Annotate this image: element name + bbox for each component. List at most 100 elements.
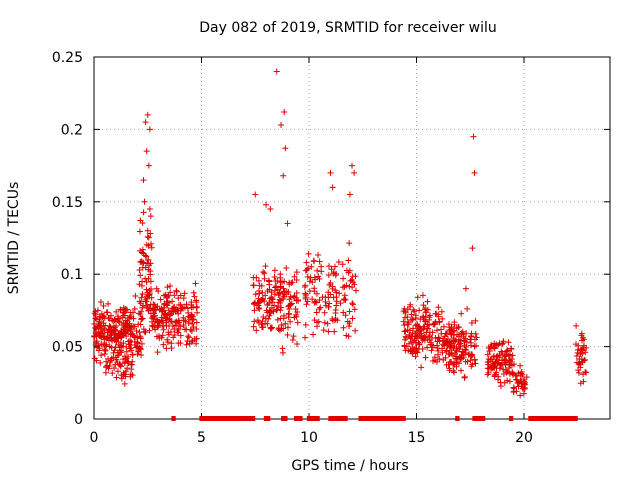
data-point — [583, 369, 590, 376]
data-point — [420, 313, 427, 320]
data-point — [513, 372, 520, 379]
data-point — [283, 265, 290, 272]
data-point — [177, 340, 184, 347]
zero-value-segment — [171, 416, 176, 421]
data-point — [177, 332, 184, 339]
data-point — [116, 349, 123, 356]
data-point — [316, 296, 323, 303]
data-point — [280, 315, 287, 322]
data-point — [256, 299, 263, 306]
data-point — [471, 343, 478, 350]
x-tick-label: 10 — [300, 430, 318, 446]
data-point — [168, 318, 175, 325]
data-point — [185, 313, 192, 320]
data-point — [464, 358, 471, 365]
data-point — [330, 294, 337, 301]
data-point — [267, 308, 274, 315]
data-point — [162, 310, 169, 317]
data-point — [96, 318, 103, 325]
data-point — [98, 352, 105, 359]
data-point — [289, 279, 296, 286]
data-point — [181, 290, 188, 297]
x-tick-label: 20 — [515, 430, 533, 446]
data-point — [422, 354, 429, 361]
data-point — [190, 316, 197, 323]
data-point — [162, 291, 169, 298]
y-tick-label: 0 — [74, 412, 83, 428]
data-point — [276, 296, 283, 303]
data-point — [416, 307, 423, 314]
data-point — [471, 169, 478, 176]
data-point — [311, 317, 318, 324]
data-point — [517, 362, 524, 369]
data-point — [115, 318, 122, 325]
data-point — [311, 274, 318, 281]
zero-value-segment — [508, 416, 514, 421]
data-point — [260, 268, 267, 275]
data-point — [332, 287, 339, 294]
data-point — [435, 304, 442, 311]
data-point — [495, 342, 502, 349]
data-point — [435, 334, 442, 341]
data-point — [136, 228, 143, 235]
data-point — [144, 111, 151, 118]
data-point — [510, 388, 517, 395]
data-point — [345, 269, 352, 276]
data-point — [138, 258, 145, 265]
data-point — [290, 333, 297, 340]
data-point — [180, 295, 187, 302]
data-point — [446, 367, 453, 374]
data-point — [415, 324, 422, 331]
data-point — [404, 319, 411, 326]
data-point — [265, 277, 272, 284]
data-point — [123, 333, 130, 340]
data-point — [280, 285, 287, 292]
data-point — [138, 249, 145, 256]
data-point — [101, 314, 108, 321]
data-point — [267, 206, 274, 213]
data-point — [102, 347, 109, 354]
data-point — [142, 252, 149, 259]
data-point — [494, 359, 501, 366]
data-point — [123, 306, 130, 313]
data-point — [493, 353, 500, 360]
data-point — [302, 282, 309, 289]
data-point — [432, 310, 439, 317]
data-point — [146, 126, 153, 133]
data-point — [451, 319, 458, 326]
data-point — [291, 273, 298, 280]
data-point — [339, 261, 346, 268]
data-point — [289, 336, 296, 343]
data-point — [95, 331, 102, 338]
data-point — [92, 329, 99, 336]
data-point — [255, 287, 262, 294]
data-point — [304, 273, 311, 280]
data-point — [261, 270, 268, 277]
data-point — [157, 296, 164, 303]
data-point — [311, 258, 318, 265]
data-point — [95, 342, 102, 349]
data-point — [349, 273, 356, 280]
y-tick-label: 0.15 — [52, 195, 83, 211]
data-point — [193, 319, 200, 326]
data-point — [281, 278, 288, 285]
data-point — [128, 341, 135, 348]
data-point — [495, 373, 502, 380]
data-point — [170, 304, 177, 311]
data-point — [303, 301, 310, 308]
data-point — [581, 356, 588, 363]
data-point — [294, 308, 301, 315]
data-point — [441, 333, 448, 340]
data-point — [464, 305, 471, 312]
data-point — [167, 289, 174, 296]
data-point — [135, 321, 142, 328]
data-point — [153, 316, 160, 323]
data-point — [410, 325, 417, 332]
data-point — [442, 354, 449, 361]
data-point — [435, 347, 442, 354]
points-layer — [91, 68, 590, 421]
data-point — [325, 328, 332, 335]
data-point — [137, 272, 144, 279]
data-point — [458, 332, 465, 339]
data-point — [321, 319, 328, 326]
